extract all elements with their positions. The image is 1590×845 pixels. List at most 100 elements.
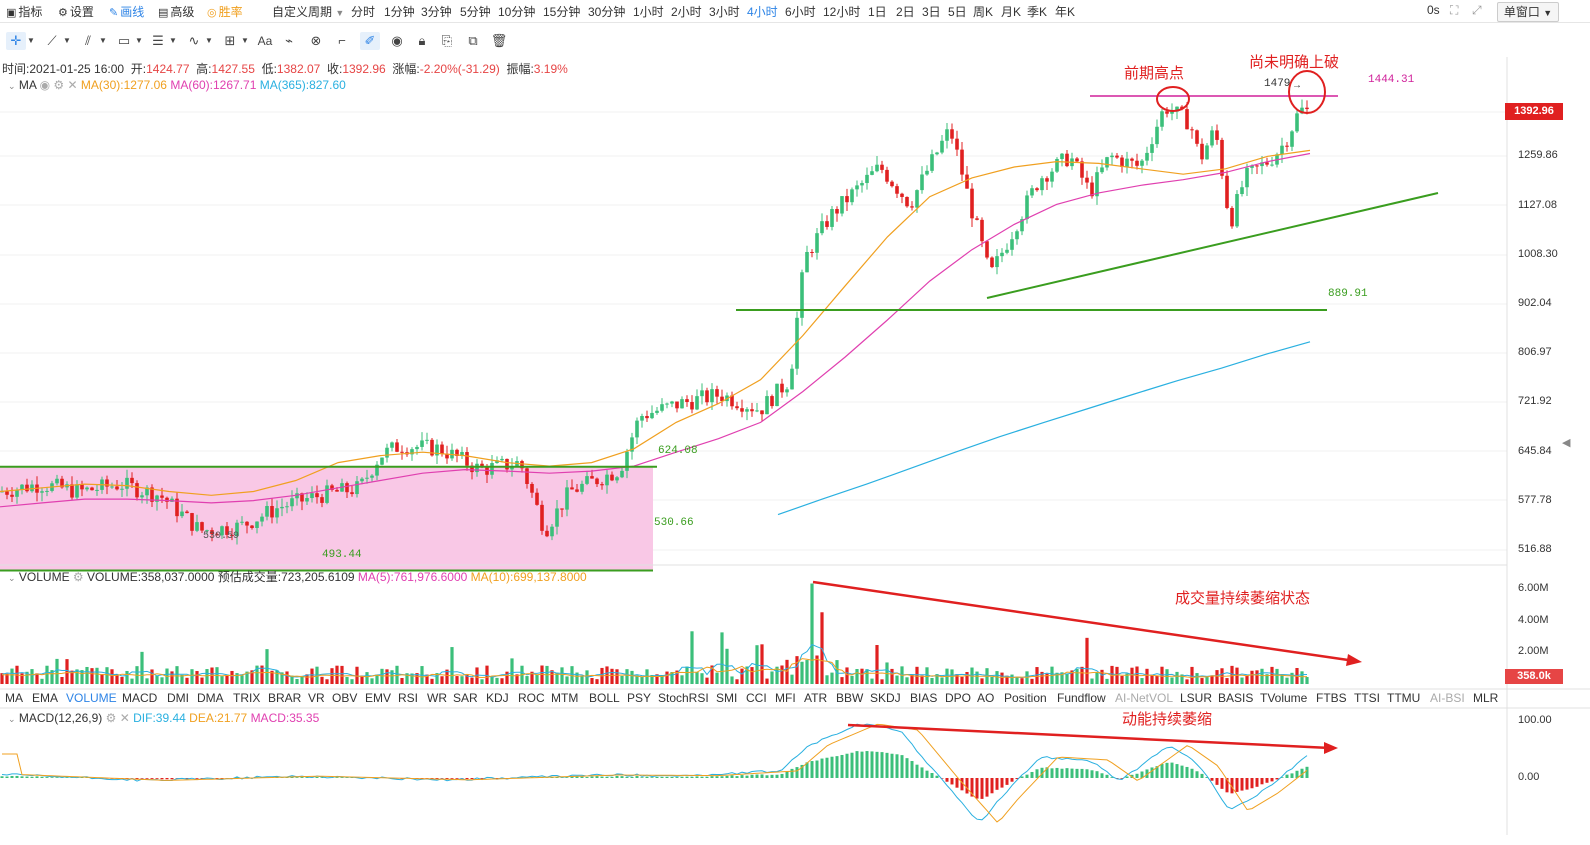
indicator-tab-brar[interactable]: BRAR: [268, 691, 302, 705]
eye-icon[interactable]: ◉: [39, 78, 51, 92]
collapse-icon[interactable]: ⌄: [8, 81, 16, 91]
close-icon[interactable]: ✕: [67, 78, 78, 92]
indicator-tab-obv[interactable]: OBV: [332, 691, 358, 705]
indicator-tab-basis[interactable]: BASIS: [1218, 691, 1254, 705]
draw-mode-icon[interactable]: ✐: [360, 32, 380, 50]
copy-icon[interactable]: ⎘: [441, 33, 453, 48]
custom-period-dropdown[interactable]: 自定义周期 ▼: [272, 3, 344, 20]
period-tab-20[interactable]: 年K: [1055, 5, 1076, 19]
rectangle-tool-icon[interactable]: ▭: [117, 33, 131, 48]
advanced-button[interactable]: ▤ 高级: [158, 3, 194, 20]
indicator-tab-ai-bsi[interactable]: AI-BSI: [1430, 691, 1465, 705]
indicator-tab-tvolume[interactable]: TVolume: [1260, 691, 1308, 705]
indicator-tab-smi[interactable]: SMI: [716, 691, 738, 705]
indicator-tab-ma[interactable]: MA: [5, 691, 23, 705]
indicator-tab-ttsi[interactable]: TTSI: [1354, 691, 1380, 705]
wave-tool-icon[interactable]: ∿: [188, 33, 200, 48]
winrate-button[interactable]: ◎ 胜率: [207, 3, 243, 20]
indicator-tab-volume[interactable]: VOLUME: [66, 691, 117, 705]
period-tab-4[interactable]: 10分钟: [498, 5, 536, 19]
chevron-down-icon[interactable]: ▼: [27, 36, 35, 45]
magnet-tool-icon[interactable]: ⊗: [310, 33, 322, 48]
layers-icon[interactable]: ⧉: [468, 33, 478, 48]
text-tool-icon[interactable]: Aa: [257, 34, 273, 48]
fib-tool-icon[interactable]: ☰: [152, 33, 164, 48]
period-tab-15[interactable]: 3日: [922, 5, 941, 19]
fullscreen-icon[interactable]: ⛶: [1450, 3, 1459, 17]
indicator-button[interactable]: ▣ 指标: [6, 3, 42, 20]
settings-button[interactable]: ⚙ 设置: [58, 3, 94, 20]
period-tab-9[interactable]: 3小时: [709, 5, 740, 19]
chevron-down-icon[interactable]: ▼: [99, 36, 107, 45]
indicator-tab-rsi[interactable]: RSI: [398, 691, 419, 705]
collapse-icon[interactable]: ⌄: [8, 573, 16, 583]
period-tab-6[interactable]: 30分钟: [588, 5, 626, 19]
period-tab-16[interactable]: 5日: [948, 5, 967, 19]
period-tab-5[interactable]: 15分钟: [543, 5, 581, 19]
visibility-tool-icon[interactable]: ◉: [391, 33, 403, 48]
period-tab-10[interactable]: 4小时: [747, 5, 778, 19]
indicator-tab-mfi[interactable]: MFI: [775, 691, 796, 705]
indicator-tab-mtm[interactable]: MTM: [551, 691, 579, 705]
indicator-tab-kdj[interactable]: KDJ: [486, 691, 509, 705]
indicator-tab-ao[interactable]: AO: [977, 691, 995, 705]
trash-icon[interactable]: 🗑︎: [490, 33, 508, 48]
window-mode-select[interactable]: 单窗口 ▼: [1497, 2, 1559, 22]
draw-button[interactable]: ✎ 画线: [109, 3, 144, 20]
chevron-down-icon[interactable]: ▼: [169, 36, 177, 45]
indicator-tab-ema[interactable]: EMA: [32, 691, 59, 705]
period-tab-14[interactable]: 2日: [896, 5, 915, 19]
indicator-tab-bbw[interactable]: BBW: [836, 691, 864, 705]
indicator-tab-dmi[interactable]: DMI: [167, 691, 189, 705]
parallel-channel-icon[interactable]: ⫽: [85, 33, 91, 48]
indicator-tab-boll[interactable]: BOLL: [589, 691, 620, 705]
gear-icon[interactable]: ⚙: [53, 78, 65, 92]
indicator-tab-atr[interactable]: ATR: [804, 691, 828, 705]
chevron-down-icon[interactable]: ▼: [135, 36, 143, 45]
period-tab-8[interactable]: 2小时: [671, 5, 702, 19]
indicator-tab-ttmu[interactable]: TTMU: [1387, 691, 1421, 705]
indicator-tab-lsur[interactable]: LSUR: [1180, 691, 1213, 705]
period-tab-12[interactable]: 12小时: [823, 5, 861, 19]
expand-icon[interactable]: ⤢: [1472, 3, 1482, 17]
period-tab-19[interactable]: 季K: [1027, 5, 1048, 19]
ruler-tool-icon[interactable]: ⌐: [338, 33, 346, 48]
indicator-tab-macd[interactable]: MACD: [122, 691, 158, 705]
indicator-tab-ai-netvol[interactable]: AI-NetVOL: [1115, 691, 1174, 705]
brush-tool-icon[interactable]: ⌁: [285, 33, 293, 48]
indicator-tab-dma[interactable]: DMA: [197, 691, 224, 705]
crosshair-tool-icon[interactable]: ✛: [6, 32, 26, 50]
period-tab-1[interactable]: 1分钟: [384, 5, 415, 19]
chevron-down-icon[interactable]: ▼: [205, 36, 213, 45]
indicator-tab-wr[interactable]: WR: [427, 691, 447, 705]
indicator-tab-dpo[interactable]: DPO: [945, 691, 972, 705]
period-tab-7[interactable]: 1小时: [633, 5, 664, 19]
indicator-tab-fundflow[interactable]: Fundflow: [1057, 691, 1106, 705]
indicator-tab-ftbs[interactable]: FTBS: [1316, 691, 1347, 705]
indicator-tab-position[interactable]: Position: [1004, 691, 1047, 705]
indicator-tab-bias[interactable]: BIAS: [910, 691, 938, 705]
lock-icon[interactable]: 🔒︎: [418, 33, 426, 48]
indicator-tab-trix[interactable]: TRIX: [233, 691, 261, 705]
chevron-down-icon[interactable]: ▼: [63, 36, 71, 45]
chevron-down-icon[interactable]: ▼: [241, 36, 249, 45]
scroll-left-icon[interactable]: ◀: [1562, 437, 1571, 449]
period-tab-0[interactable]: 分时: [351, 5, 376, 19]
period-tab-17[interactable]: 周K: [973, 5, 994, 19]
period-tab-3[interactable]: 5分钟: [460, 5, 491, 19]
indicator-tab-stochrsi[interactable]: StochRSI: [658, 691, 709, 705]
collapse-icon[interactable]: ⌄: [8, 714, 16, 724]
indicator-tab-sar[interactable]: SAR: [453, 691, 478, 705]
gear-icon[interactable]: ⚙: [105, 711, 117, 725]
indicator-tab-emv[interactable]: EMV: [365, 691, 392, 705]
period-tab-2[interactable]: 3分钟: [421, 5, 452, 19]
trendline-tool-icon[interactable]: ⟋: [47, 33, 57, 48]
indicator-tab-mlr[interactable]: MLR: [1473, 691, 1499, 705]
measure-tool-icon[interactable]: ⊞: [224, 33, 236, 48]
indicator-tab-psy[interactable]: PSY: [627, 691, 652, 705]
indicator-tab-cci[interactable]: CCI: [746, 691, 767, 705]
period-tab-13[interactable]: 1日: [868, 5, 887, 19]
indicator-tab-vr[interactable]: VR: [308, 691, 325, 705]
period-tab-18[interactable]: 月K: [1001, 5, 1022, 19]
